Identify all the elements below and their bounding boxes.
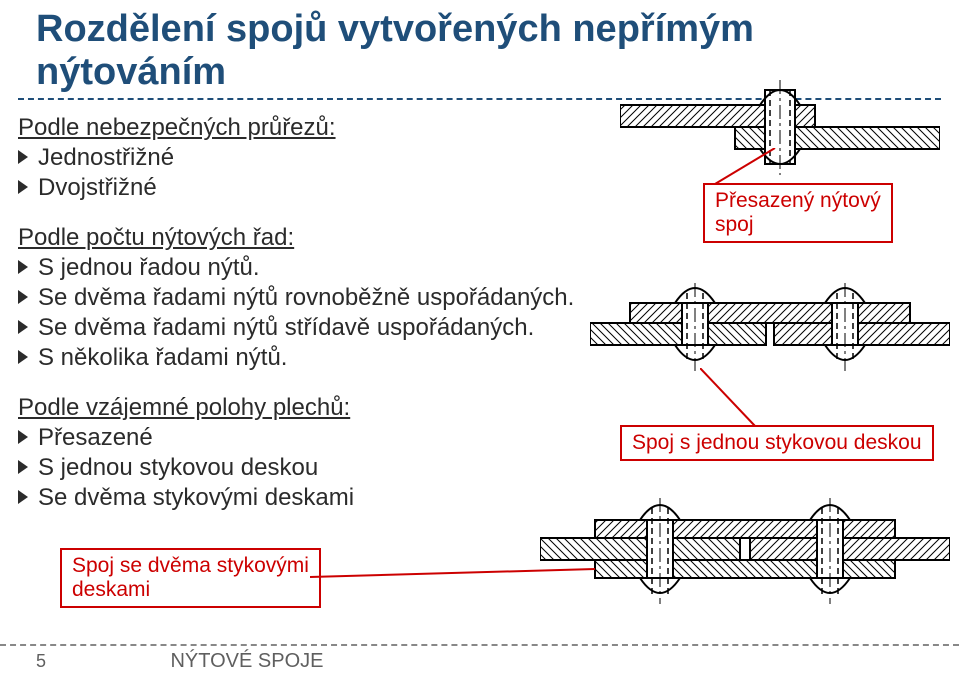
label-text: deskami [72, 578, 150, 601]
leader-line-icon [310, 565, 600, 595]
leader-line-icon [710, 148, 790, 188]
label-text: Spoj s jednou stykovou deskou [632, 431, 922, 454]
arrow-icon [18, 320, 28, 334]
page-footer: 5 NÝTOVÉ SPOJE [0, 644, 959, 673]
bullet-text: S jednou řadou nýtů. [38, 254, 260, 281]
arrow-icon [18, 180, 28, 194]
bullet-text: Se dvěma řadami nýtů rovnoběžně uspořáda… [38, 284, 574, 311]
label-text: Spoj se dvěma stykovými [72, 554, 309, 577]
bullet-text: S několika řadami nýtů. [38, 344, 287, 371]
arrow-icon [18, 350, 28, 364]
bullet-text: Přesazené [38, 424, 153, 451]
label-offset-joint: Přesazený nýtový spoj [703, 183, 893, 243]
footer-title: NÝTOVÉ SPOJE [50, 646, 323, 673]
label-double-strap: Spoj se dvěma stykovými deskami [60, 548, 321, 608]
arrow-icon [18, 290, 28, 304]
figure-double-strap-joint [540, 490, 950, 640]
bullet-text: Dvojstřižné [38, 174, 157, 201]
label-text: spoj [715, 213, 754, 236]
leader-line-icon [700, 368, 780, 428]
arrow-icon [18, 430, 28, 444]
label-single-strap: Spoj s jednou stykovou deskou [620, 425, 934, 461]
page-number: 5 [0, 647, 46, 672]
arrow-icon [18, 260, 28, 274]
arrow-icon [18, 460, 28, 474]
label-text: Přesazený nýtový [715, 189, 881, 212]
arrow-icon [18, 150, 28, 164]
bullet-text: S jednou stykovou deskou [38, 454, 318, 481]
bullet-text: Jednostřižné [38, 144, 174, 171]
bullet-text: Se dvěma stykovými deskami [38, 484, 354, 511]
arrow-icon [18, 490, 28, 504]
bullet-text: Se dvěma řadami nýtů střídavě uspořádaný… [38, 314, 534, 341]
